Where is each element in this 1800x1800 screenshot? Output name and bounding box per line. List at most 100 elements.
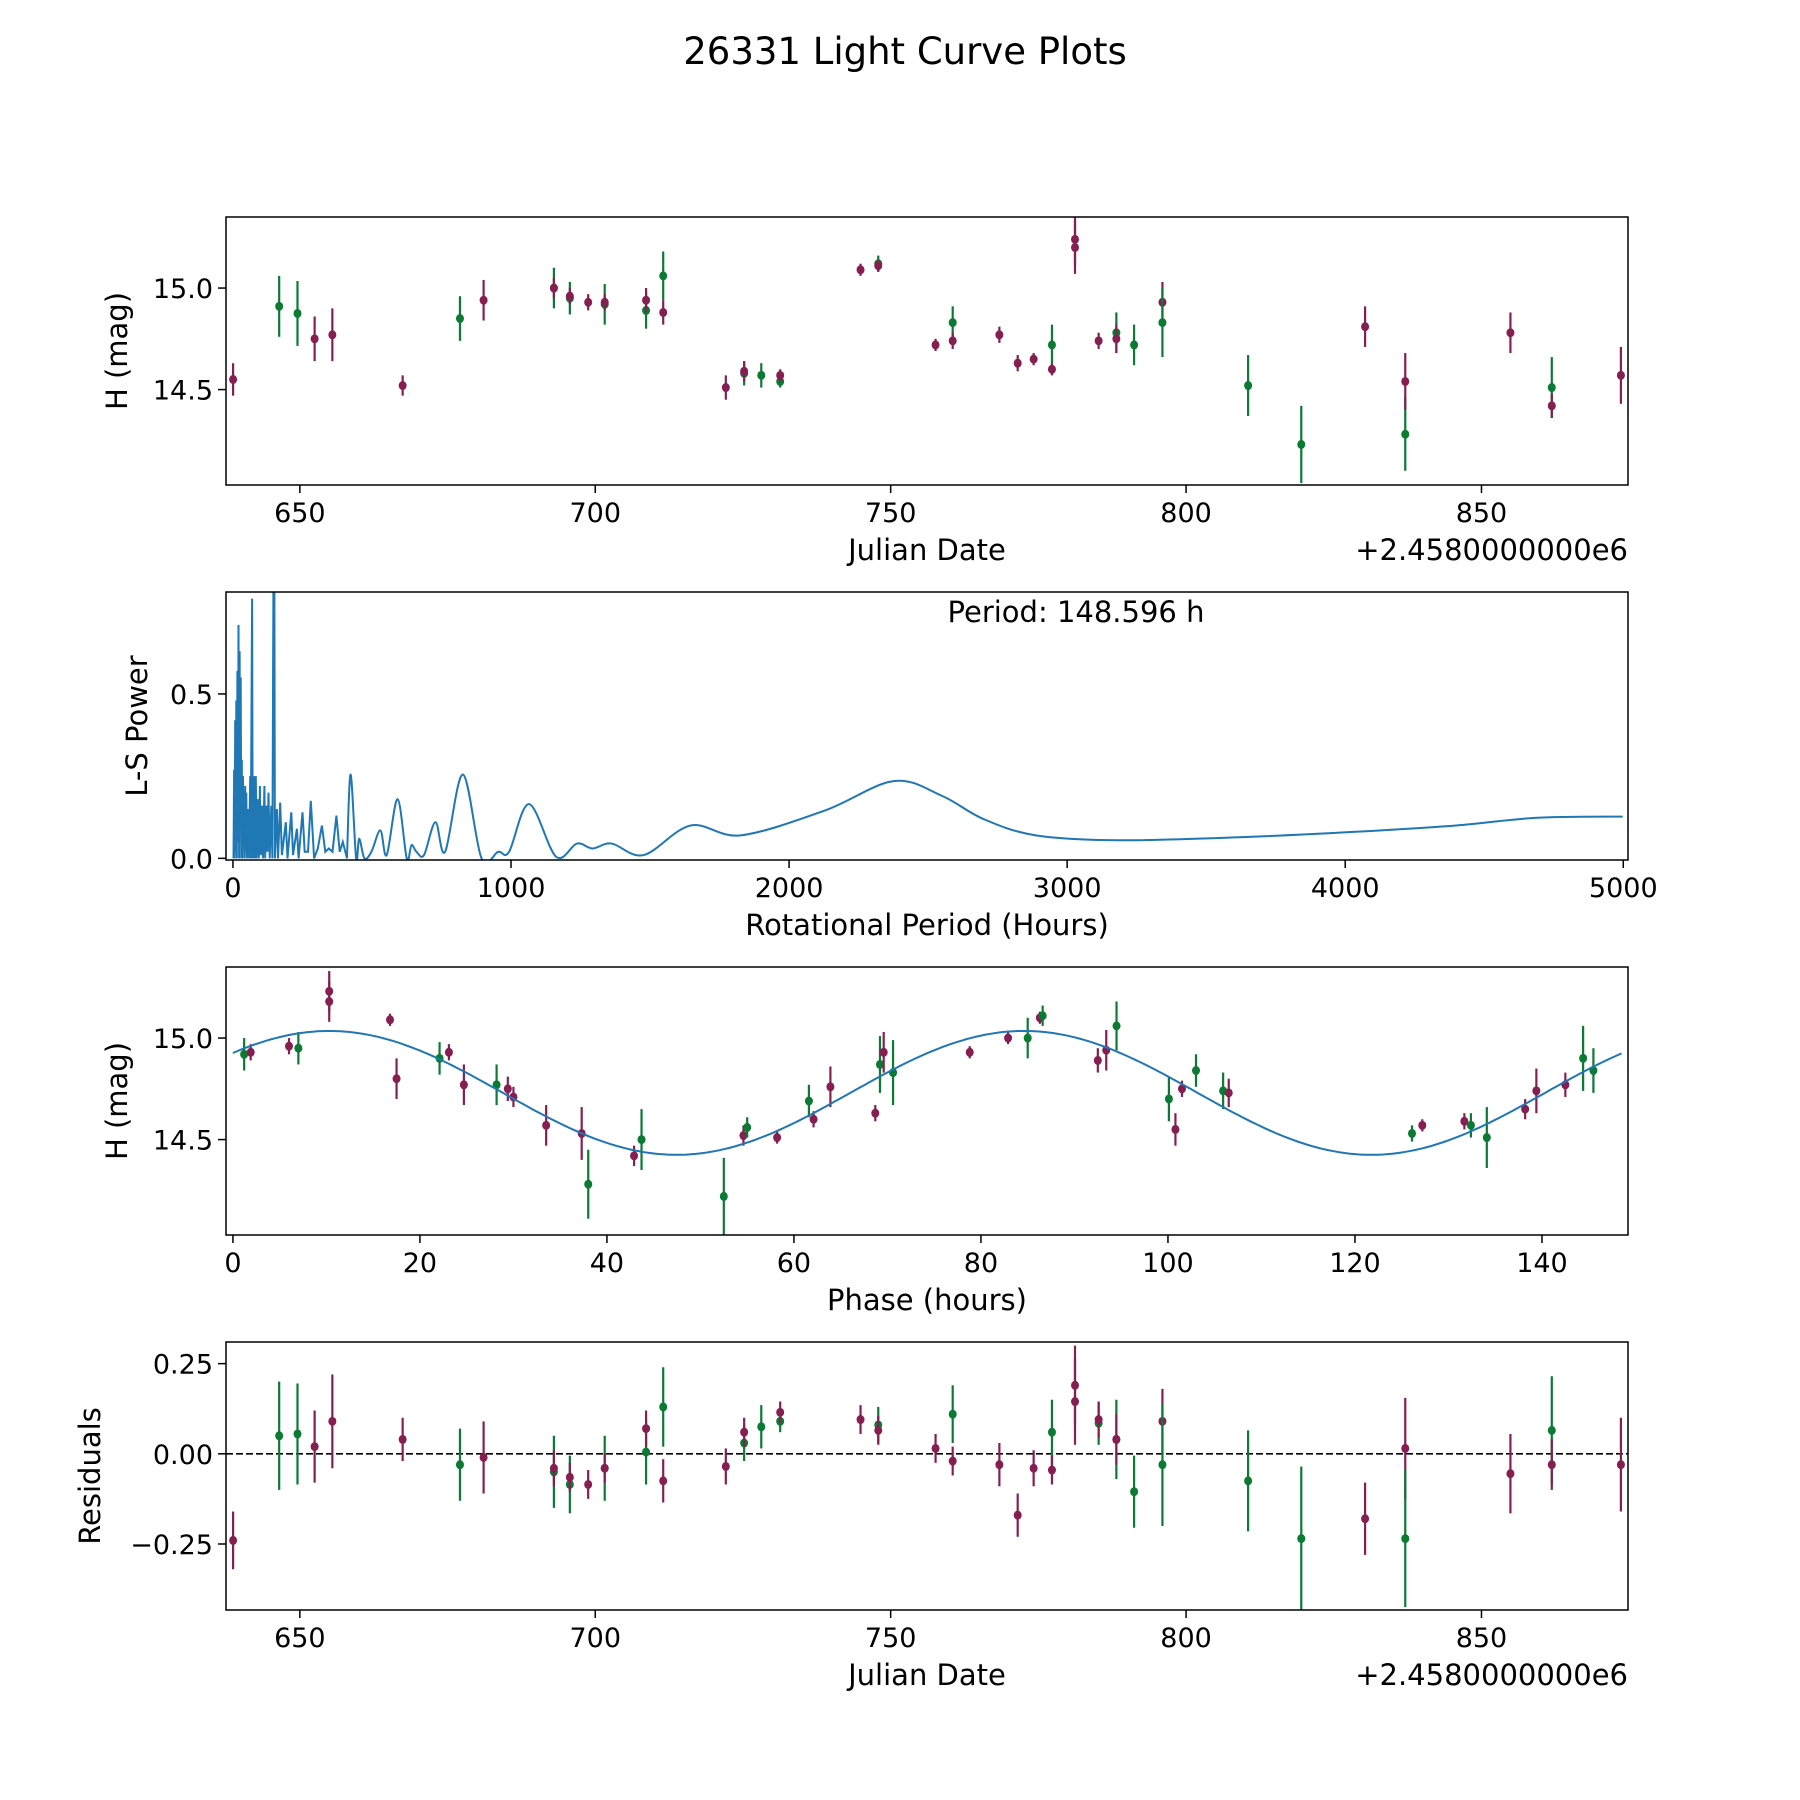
data-point xyxy=(826,1082,835,1092)
x-tick-label: 1000 xyxy=(477,873,546,904)
data-point xyxy=(328,1416,337,1426)
periodogram-spikes xyxy=(232,592,348,859)
data-point xyxy=(325,986,334,996)
data-point xyxy=(229,374,238,384)
data-point xyxy=(1401,1534,1410,1544)
periodogram-curve xyxy=(345,773,1623,860)
data-point xyxy=(1047,1427,1056,1437)
data-point xyxy=(776,370,785,380)
data-point xyxy=(721,383,730,393)
data-point xyxy=(1177,1084,1186,1094)
data-point xyxy=(240,1049,249,1059)
data-point xyxy=(740,1427,749,1437)
x-tick-label: 700 xyxy=(569,498,621,529)
y-axis-label: Residuals xyxy=(73,1407,107,1545)
x-tick-label: 850 xyxy=(1456,1623,1508,1654)
y-axis-label: H (mag) xyxy=(100,292,134,410)
data-point xyxy=(1297,439,1306,449)
data-point xyxy=(584,297,593,307)
x-tick-label: 100 xyxy=(1142,1248,1194,1279)
data-point xyxy=(948,1456,957,1466)
x-tick-label: 750 xyxy=(865,498,917,529)
data-point xyxy=(757,1422,766,1432)
data-point xyxy=(995,1460,1004,1470)
data-point xyxy=(549,1463,558,1473)
data-point xyxy=(1130,340,1139,350)
data-point xyxy=(948,1409,957,1419)
data-point xyxy=(773,1133,782,1143)
x-axis-label: Phase (hours) xyxy=(827,1283,1027,1317)
data-point xyxy=(856,265,865,275)
data-point xyxy=(479,1452,488,1462)
data-point xyxy=(398,381,407,391)
data-point xyxy=(879,1047,888,1057)
data-point xyxy=(386,1015,395,1025)
data-point xyxy=(995,330,1004,340)
x-axis-label: Julian Date xyxy=(846,533,1006,567)
data-point xyxy=(455,1460,464,1470)
data-point xyxy=(719,1191,728,1201)
data-point xyxy=(642,1424,651,1434)
data-point xyxy=(1038,1011,1047,1021)
x-tick-label: 800 xyxy=(1160,498,1212,529)
data-point xyxy=(1482,1133,1491,1143)
data-point xyxy=(871,1108,880,1118)
data-point xyxy=(310,1442,319,1452)
data-point xyxy=(1094,336,1103,346)
data-point xyxy=(1112,1021,1121,1031)
y-tick-label: 14.5 xyxy=(153,376,213,407)
data-point xyxy=(642,295,651,305)
phase-folded-plot-area xyxy=(232,971,1622,1235)
y-tick-label: 15.0 xyxy=(153,1024,213,1055)
x-tick-label: 700 xyxy=(569,1623,621,1654)
data-point xyxy=(1506,1469,1515,1479)
data-point xyxy=(492,1080,501,1090)
data-point xyxy=(1616,370,1625,380)
x-tick-label: 750 xyxy=(865,1623,917,1654)
data-point xyxy=(1401,429,1410,439)
x-tick-label: 3000 xyxy=(1033,873,1102,904)
x-tick-label: 800 xyxy=(1160,1623,1212,1654)
data-point xyxy=(659,271,668,281)
axes-frame xyxy=(225,591,1629,861)
data-point xyxy=(1192,1066,1201,1076)
data-point xyxy=(1013,1510,1022,1520)
data-point xyxy=(600,297,609,307)
data-point xyxy=(637,1135,646,1145)
data-point xyxy=(1070,242,1079,252)
x-tick-label: 80 xyxy=(964,1248,998,1279)
data-point xyxy=(721,1461,730,1471)
axes-frame xyxy=(225,216,1629,486)
data-point xyxy=(1616,1460,1625,1470)
data-point xyxy=(875,1059,884,1069)
y-axis-label: L-S Power xyxy=(120,655,154,796)
y-tick-label: 0.00 xyxy=(153,1440,213,1471)
periodogram-panel: 0 1000 2000 3000 4000 5000 0.0 0.5 Rotational Pe… xyxy=(120,591,1658,942)
data-point xyxy=(1164,1094,1173,1104)
data-point xyxy=(455,314,464,324)
x-tick-label: 650 xyxy=(274,1623,326,1654)
x-tick-label: 40 xyxy=(590,1248,624,1279)
data-point xyxy=(874,261,883,271)
x-axis-label: Julian Date xyxy=(846,1658,1006,1692)
data-point xyxy=(310,334,319,344)
data-point xyxy=(1112,1434,1121,1444)
data-point xyxy=(1361,322,1370,332)
data-point xyxy=(1506,328,1515,338)
data-point xyxy=(293,1429,302,1439)
data-point xyxy=(600,1463,609,1473)
data-point xyxy=(459,1080,468,1090)
x-offset-text: +2.4580000000e6 xyxy=(1355,1658,1628,1692)
data-point xyxy=(1047,364,1056,374)
data-point xyxy=(479,295,488,305)
data-point xyxy=(584,1479,593,1489)
data-point xyxy=(874,1425,883,1435)
data-point xyxy=(948,318,957,328)
residuals-panel: 650 700 750 800 850 −0.25 0.00 0.25 Julian Date R… xyxy=(73,1341,1629,1692)
data-point xyxy=(776,1407,785,1417)
data-point xyxy=(1408,1128,1417,1138)
x-tick-label: 850 xyxy=(1456,498,1508,529)
data-point xyxy=(293,308,302,318)
data-point xyxy=(1158,318,1167,328)
